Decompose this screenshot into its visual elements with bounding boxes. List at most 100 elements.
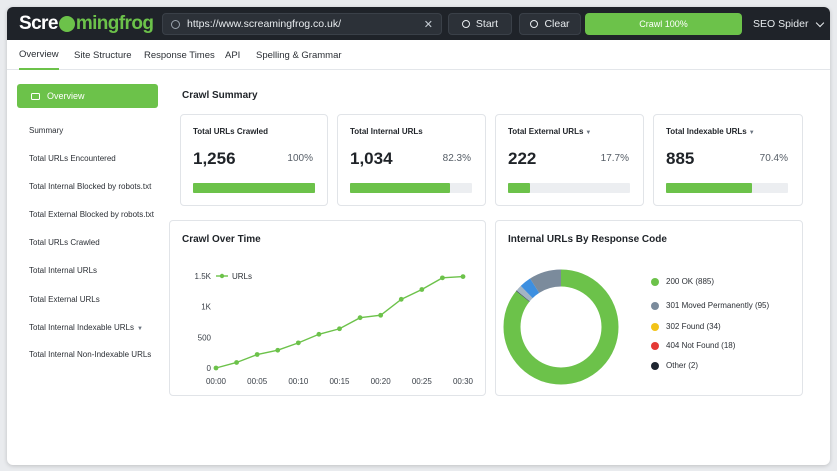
stat-progress-fill: [350, 183, 451, 193]
sidebar-item-internal-non-indexable[interactable]: Total Internal Non-Indexable URLs: [29, 350, 152, 359]
sidebar-item-internal-urls[interactable]: Total Internal URLs: [29, 266, 98, 275]
data-point: [419, 287, 425, 292]
legend-label: 404 Not Found (18): [666, 341, 736, 350]
stat-label: Total Internal URLs: [350, 127, 423, 136]
stat-value: 885: [666, 149, 695, 168]
legend-dot: [651, 301, 659, 310]
start-label: Start: [475, 18, 499, 30]
crawl-over-time-title: Crawl Over Time: [182, 234, 261, 245]
data-point: [337, 326, 342, 332]
data-point: [213, 365, 219, 371]
frog-icon: [58, 16, 75, 32]
stat-progress-track: [350, 183, 472, 193]
stat-card-external-urls: Total External URLs ▼ 222 17.7%: [495, 114, 644, 206]
x-tick-label: 00:15: [329, 377, 350, 386]
sidebar-item-internal-blocked[interactable]: Total Internal Blocked by robots.txt: [29, 182, 152, 191]
clear-button[interactable]: Clear: [519, 13, 581, 35]
sidebar-item-overview[interactable]: Overview: [17, 84, 158, 108]
start-icon: [461, 20, 470, 28]
data-point: [316, 331, 322, 337]
data-point: [295, 340, 301, 346]
chevron-down-icon: [816, 18, 825, 27]
tab-site-structure[interactable]: Site Structure: [74, 49, 132, 61]
stat-progress-track: [193, 183, 315, 193]
response-code-title: Internal URLs By Response Code: [508, 234, 667, 245]
x-tick-label: 00:10: [288, 377, 309, 386]
stat-progress-track: [666, 183, 788, 193]
urls-series-line: [215, 275, 464, 369]
clear-url-icon[interactable]: ✕: [423, 18, 433, 31]
y-tick-label: 500: [198, 333, 212, 342]
product-label: SEO Spider: [753, 18, 809, 30]
stat-percent: 82.3%: [442, 153, 471, 164]
overview-icon: [31, 92, 40, 100]
response-code-card: Internal URLs By Response Code 200 OK (8…: [495, 220, 803, 396]
stat-card-urls-crawled: Total URLs Crawled 1,256 100%: [180, 114, 328, 206]
legend-label: 200 OK (885): [666, 277, 715, 286]
tab-spelling-grammar[interactable]: Spelling & Grammar: [256, 49, 342, 61]
product-dropdown[interactable]: SEO Spider: [753, 13, 825, 35]
stat-card-internal-urls: Total Internal URLs 1,034 82.3%: [337, 114, 486, 206]
legend-item-301: 301 Moved Permanently (95): [651, 301, 769, 310]
legend-label: URLs: [232, 272, 252, 281]
stat-label: Total URLs Crawled: [193, 127, 268, 136]
stat-card-indexable-urls: Total Indexable URLs ▼ 885 70.4%: [653, 114, 803, 206]
donut-slice: [503, 269, 619, 385]
data-point: [460, 274, 466, 280]
x-tick-label: 00:25: [412, 377, 433, 386]
stat-value: 1,256: [193, 149, 236, 168]
crawl-progress-bar: Crawl 100%: [585, 13, 742, 35]
sidebar-item-label: Total Internal Indexable URLs: [29, 323, 134, 332]
logo: Scre mingfrog: [19, 12, 154, 36]
sidebar-item-external-urls[interactable]: Total External URLs: [29, 295, 100, 304]
stat-label-text: Total External URLs: [508, 127, 584, 136]
tab-api[interactable]: API: [225, 49, 241, 61]
clear-icon: [530, 20, 539, 28]
logo-text-prefix: Scre: [19, 13, 58, 34]
top-bar: Scre mingfrog https://www.screamingfrog.c…: [7, 7, 830, 40]
y-tick-label: 1K: [201, 303, 211, 312]
x-tick-label: 00:20: [371, 377, 392, 386]
legend-label: 301 Moved Permanently (95): [666, 301, 770, 310]
crawl-summary-title: Crawl Summary: [182, 90, 258, 101]
data-point: [398, 296, 404, 302]
dropdown-arrow-icon: ▼: [136, 326, 143, 332]
start-button[interactable]: Start: [448, 13, 512, 35]
stat-progress-fill: [508, 183, 530, 193]
sidebar-item-internal-indexable[interactable]: Total Internal Indexable URLs ▼: [29, 323, 143, 332]
crawl-over-time-chart: 0 500 1K 1.5K 00:00 00:05 00:10 00:15 00:20 00:25…: [195, 272, 474, 386]
sidebar-item-total-urls-encountered[interactable]: Total URLs Encountered: [29, 154, 116, 163]
tab-response-times[interactable]: Response Times: [144, 49, 215, 61]
y-tick-label: 1.5K: [195, 272, 212, 281]
sidebar: Overview Summary Total URLs Encountered …: [7, 70, 165, 465]
data-point: [440, 275, 445, 281]
legend-item-302: 302 Found (34): [651, 322, 721, 331]
stat-progress-fill: [193, 183, 315, 193]
stat-label: Total Indexable URLs ▼: [666, 127, 755, 136]
stat-value: 1,034: [350, 149, 393, 168]
clear-label: Clear: [544, 18, 570, 30]
x-tick-label: 00:30: [453, 377, 474, 386]
tab-overview[interactable]: Overview: [19, 40, 59, 70]
y-tick-label: 0: [207, 364, 212, 373]
legend-marker: [219, 273, 225, 279]
dropdown-arrow-icon[interactable]: ▼: [748, 130, 755, 136]
x-tick-label: 00:05: [247, 377, 268, 386]
data-point: [357, 315, 363, 321]
legend-label: 302 Found (34): [666, 322, 721, 331]
crawl-over-time-card: Crawl Over Time 0 500 1K 1.5K 00:00 00:05 00:1…: [169, 220, 486, 396]
sidebar-item-urls-crawled[interactable]: Total URLs Crawled: [29, 238, 100, 247]
url-input[interactable]: https://www.screamingfrog.co.uk/ ✕: [162, 13, 442, 35]
legend-item-200: 200 OK (885): [651, 277, 714, 286]
data-point: [378, 312, 384, 318]
logo-text-suffix: mingfrog: [75, 13, 154, 34]
legend-dot: [651, 277, 659, 286]
sidebar-item-label: Overview: [47, 91, 85, 101]
sidebar-item-external-blocked[interactable]: Total External Blocked by robots.txt: [29, 210, 154, 219]
legend-dot: [651, 341, 659, 350]
url-value[interactable]: https://www.screamingfrog.co.uk/: [187, 18, 342, 30]
dropdown-arrow-icon[interactable]: ▼: [585, 130, 592, 136]
legend-dot: [651, 322, 659, 331]
sidebar-item-summary[interactable]: Summary: [29, 126, 64, 135]
stat-progress-fill: [666, 183, 752, 193]
